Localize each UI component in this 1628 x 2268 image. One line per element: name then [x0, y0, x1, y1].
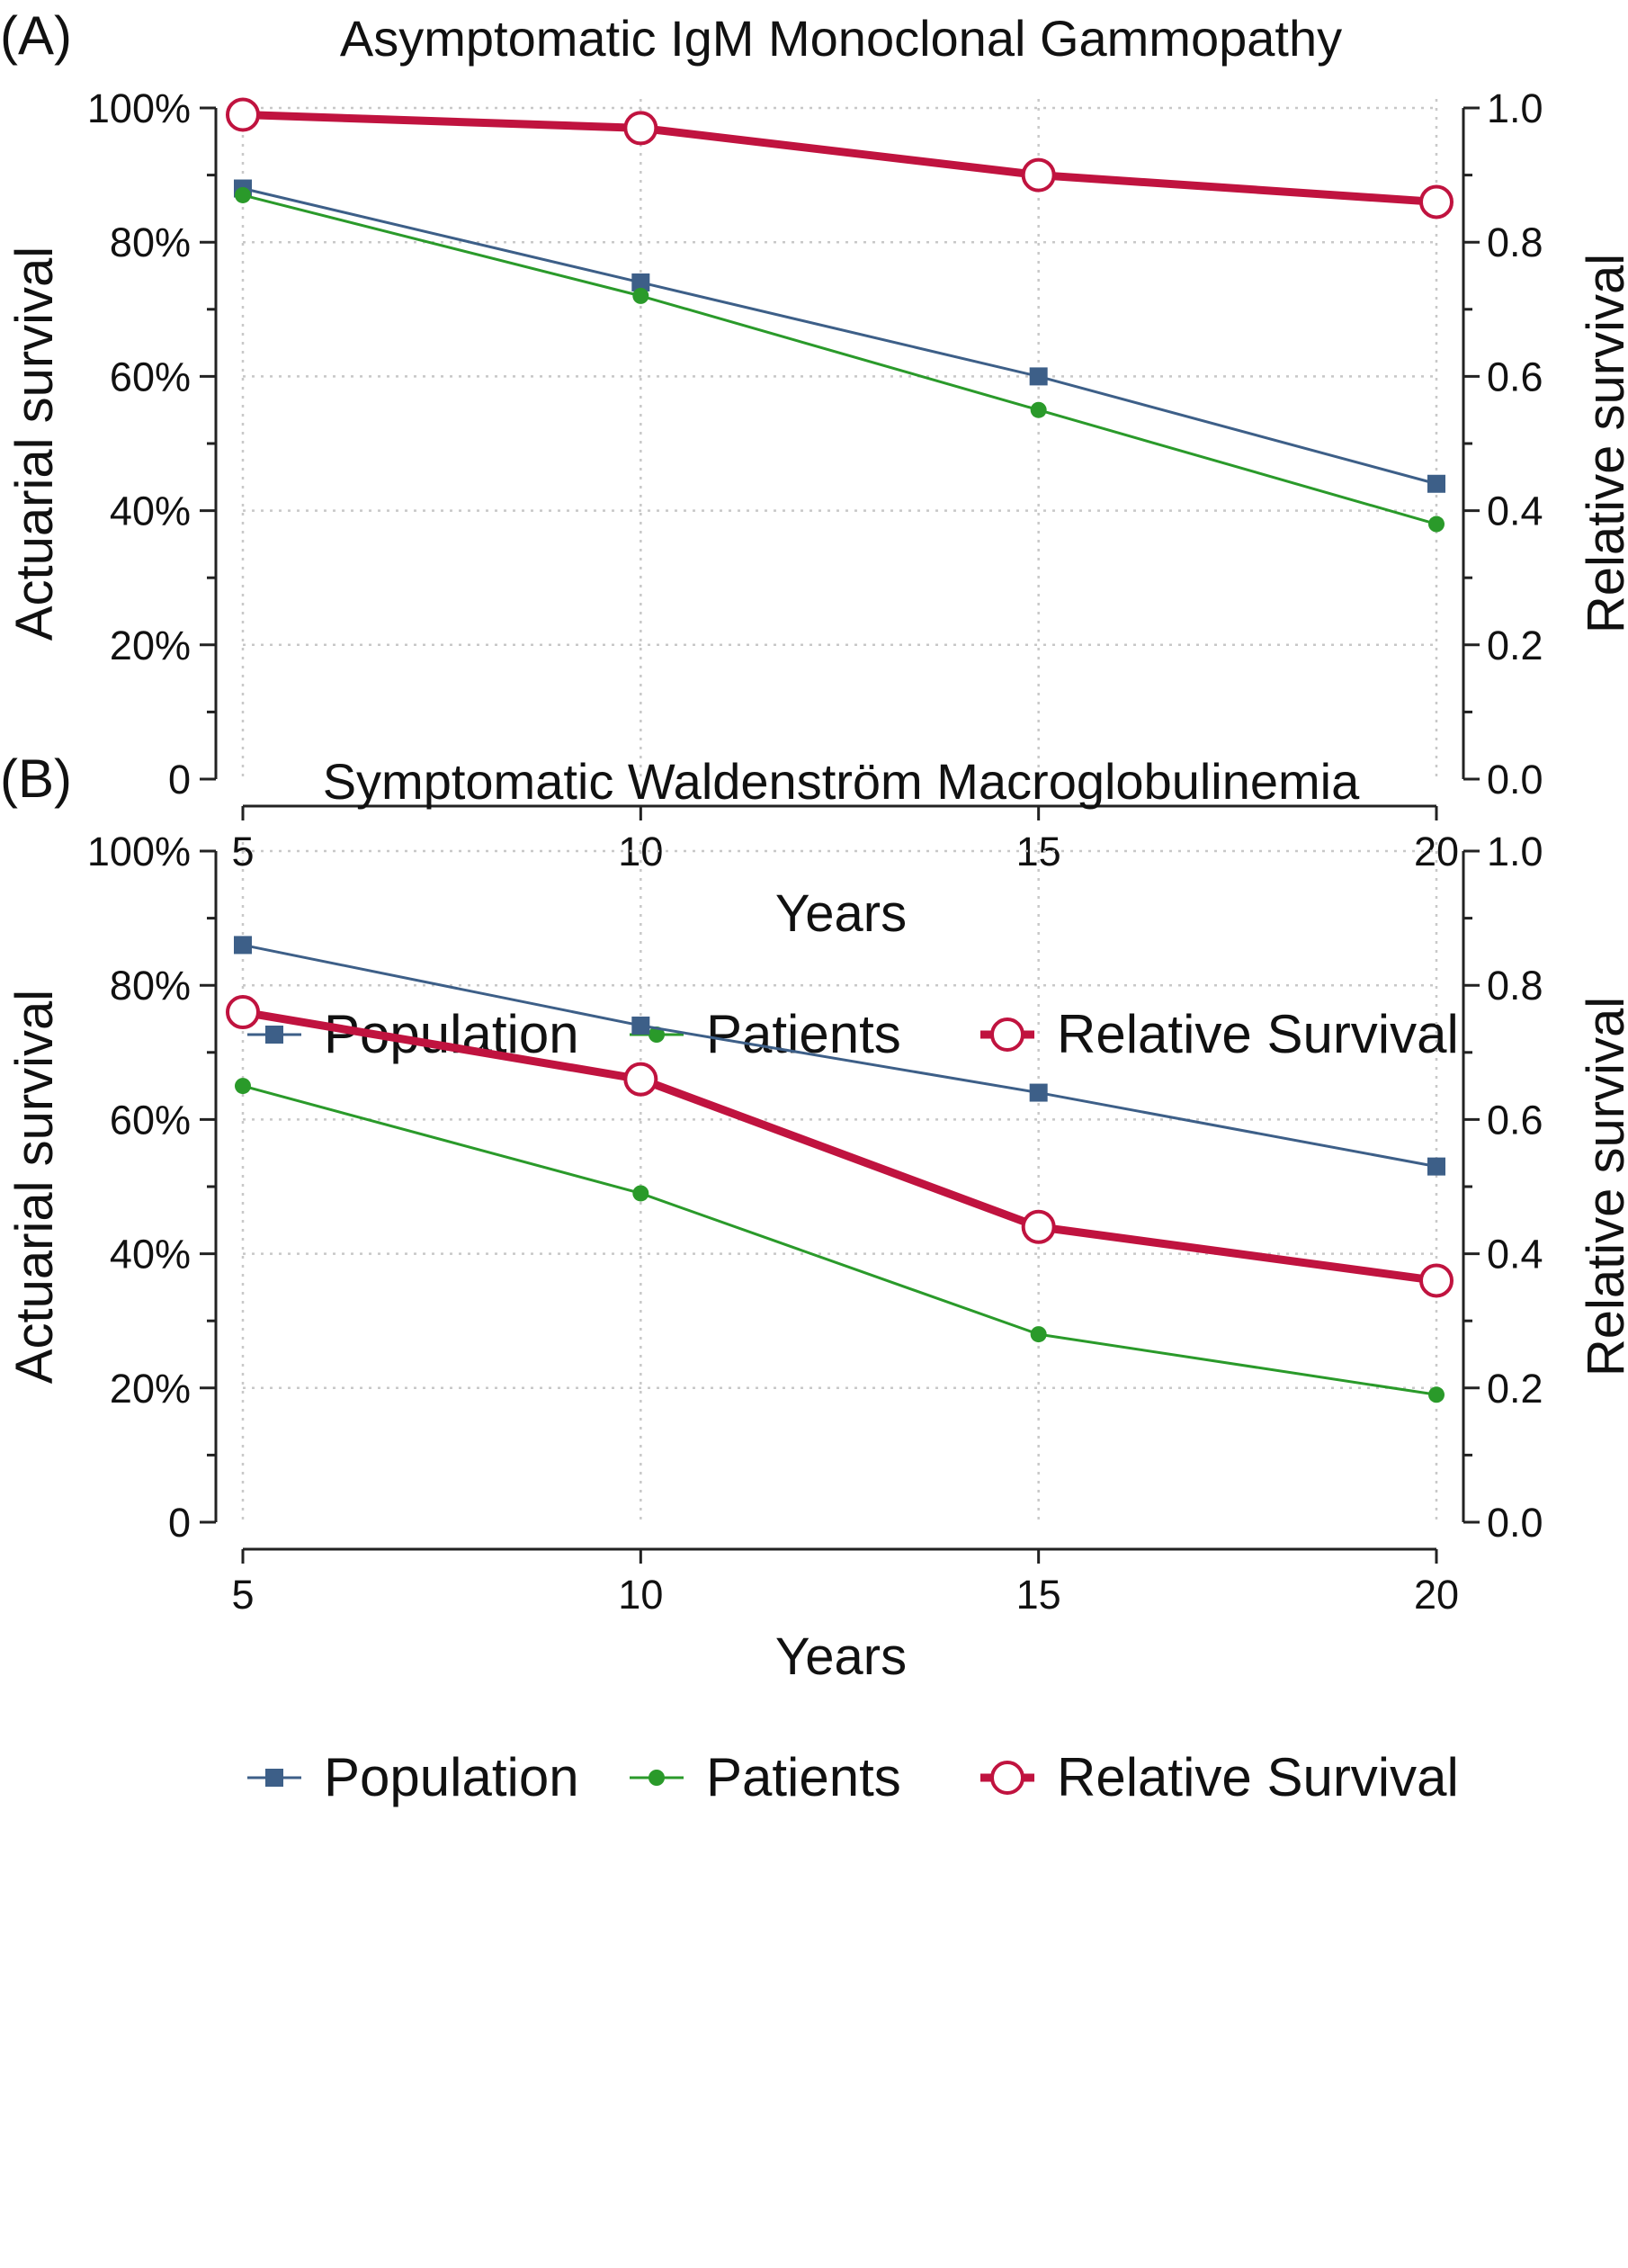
x-axis-title: Years: [775, 1627, 907, 1686]
y2-tick-label: 0.2: [1487, 1366, 1543, 1412]
legend-label: Patients: [706, 1004, 901, 1064]
series-line-0: [242, 943, 1437, 1169]
legend-item: Relative Survival: [980, 1004, 1459, 1064]
y-tick-label: 100%: [87, 829, 191, 874]
data-point: [632, 287, 649, 304]
data-point: [1029, 1083, 1048, 1102]
panel-a: (A) Asymptomatic IgM Monoclonal Gammopath…: [0, 5, 1628, 1064]
data-point: [1419, 1263, 1454, 1298]
legend-marker: [649, 1026, 665, 1043]
data-point: [235, 186, 251, 203]
data-point: [234, 936, 252, 955]
legend-marker: [265, 1026, 283, 1044]
data-point: [226, 995, 260, 1030]
data-point: [623, 111, 658, 146]
y-tick-label: 60%: [110, 1097, 191, 1143]
y2-tick-label: 0.0: [1487, 757, 1543, 802]
y2-tick-label: 0.8: [1487, 220, 1543, 265]
data-point: [631, 273, 650, 291]
legend-label: Patients: [706, 1747, 901, 1807]
panel-b: (B) Symptomatic Waldenström Macroglobulin…: [0, 749, 1628, 1807]
data-point: [1419, 184, 1454, 220]
y-tick-label: 40%: [110, 489, 191, 534]
series-line-1: [242, 1084, 1437, 1396]
y-tick-label: 0: [168, 1500, 191, 1546]
y2-tick-label: 0.8: [1487, 963, 1543, 1008]
legend-item: Population: [247, 1004, 579, 1064]
data-point: [1021, 1209, 1056, 1244]
y-axis-title: Actuarial survival: [5, 990, 64, 1384]
data-point: [631, 1016, 650, 1035]
data-point: [1029, 367, 1048, 386]
chart-title: Asymptomatic IgM Monoclonal Gammopathy: [340, 10, 1342, 67]
x-tick-label: 20: [1414, 1572, 1459, 1618]
data-point: [1427, 1157, 1445, 1176]
data-point: [235, 1078, 251, 1095]
y-tick-label: 20%: [110, 623, 191, 668]
y-tick-label: 0: [168, 757, 191, 802]
data-point: [1428, 1386, 1445, 1403]
legend-item: Patients: [630, 1004, 901, 1064]
y2-tick-label: 1.0: [1487, 829, 1543, 874]
data-point: [226, 97, 260, 132]
y2-axis-title: Relative survival: [1577, 254, 1628, 633]
y-tick-label: 80%: [110, 220, 191, 265]
y2-tick-label: 0.6: [1487, 1097, 1543, 1143]
x-tick-label: 10: [618, 1572, 663, 1618]
panel-label: (A): [0, 5, 72, 66]
data-point: [623, 1062, 658, 1097]
y2-tick-label: 0.4: [1487, 1232, 1543, 1277]
chart-title: Symptomatic Waldenström Macroglobulinemi…: [323, 753, 1360, 810]
series-line-1: [242, 193, 1437, 525]
data-point: [1021, 157, 1056, 193]
data-point: [1428, 515, 1445, 533]
y-tick-label: 100%: [87, 85, 191, 131]
panel-label: (B): [0, 749, 72, 809]
y-tick-label: 20%: [110, 1366, 191, 1412]
legend-label: Relative Survival: [1057, 1004, 1459, 1064]
y2-tick-label: 0.4: [1487, 489, 1543, 534]
legend-marker: [265, 1769, 283, 1787]
y-tick-label: 60%: [110, 354, 191, 399]
y-tick-label: 40%: [110, 1232, 191, 1277]
data-point: [1427, 474, 1445, 493]
series-line-0: [242, 187, 1437, 486]
legend-label: Relative Survival: [1057, 1747, 1459, 1807]
series-line-2: [242, 110, 1437, 206]
legend-marker: [649, 1770, 665, 1786]
data-point: [632, 1185, 649, 1202]
legend-item: Relative Survival: [980, 1747, 1459, 1807]
legend-label: Population: [324, 1747, 579, 1807]
data-point: [1030, 401, 1047, 418]
y2-tick-label: 1.0: [1487, 85, 1543, 131]
x-tick-label: 15: [1016, 1572, 1061, 1618]
legend-item: Patients: [630, 1747, 901, 1807]
y2-tick-label: 0.0: [1487, 1500, 1543, 1546]
series-line-2: [242, 1008, 1437, 1285]
y2-tick-label: 0.6: [1487, 354, 1543, 399]
legend-marker: [990, 1017, 1024, 1052]
y-axis-title: Actuarial survival: [5, 247, 64, 641]
legend-item: Population: [247, 1747, 579, 1807]
x-axis-title: Years: [775, 884, 907, 943]
x-tick-label: 5: [231, 1572, 254, 1618]
legend-marker: [990, 1761, 1024, 1795]
y-tick-label: 80%: [110, 963, 191, 1008]
y2-tick-label: 0.2: [1487, 623, 1543, 668]
y2-axis-title: Relative survival: [1577, 997, 1628, 1376]
data-point: [1030, 1326, 1047, 1343]
